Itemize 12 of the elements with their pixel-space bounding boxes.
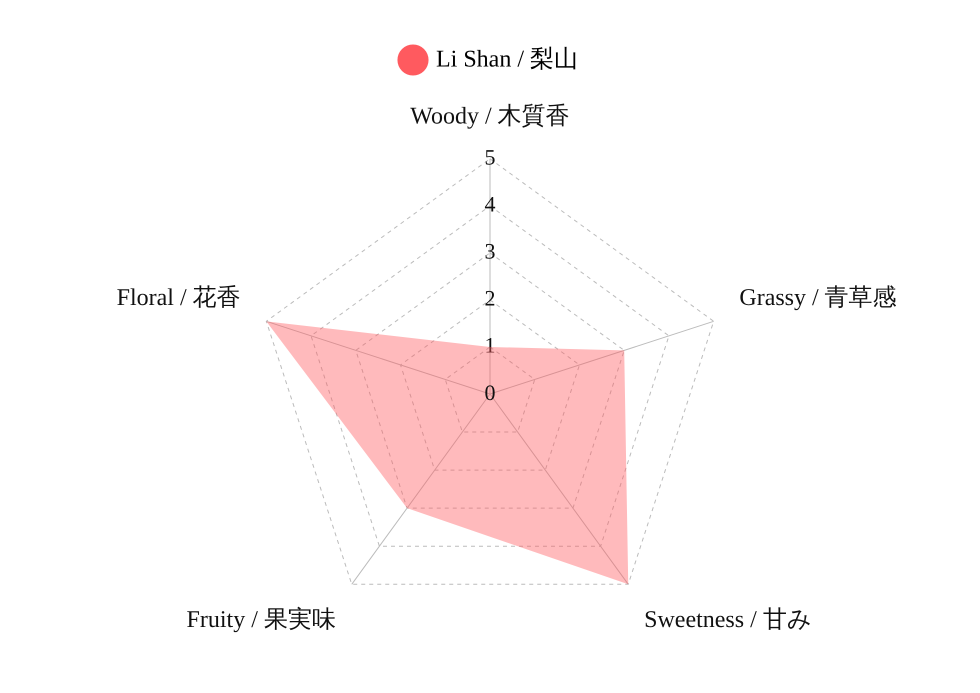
spoke-label: Fruity / 果実味 (186, 606, 336, 633)
y-tick-label: 1 (484, 332, 496, 358)
spoke-label: Grassy / 青草感 (739, 284, 897, 311)
spoke-label: Woody / 木質香 (410, 104, 570, 130)
y-tick-label: 4 (484, 192, 496, 217)
y-tick-label: 0 (484, 380, 496, 405)
legend-label: Li Shan / 梨山 (436, 46, 578, 72)
spoke-label: Sweetness / 甘み (644, 606, 812, 633)
y-tick-label: 5 (484, 144, 496, 170)
y-tick-label: 3 (484, 238, 496, 264)
spoke-label: Floral / 花香 (116, 284, 241, 311)
y-tick-label: 2 (484, 286, 496, 311)
